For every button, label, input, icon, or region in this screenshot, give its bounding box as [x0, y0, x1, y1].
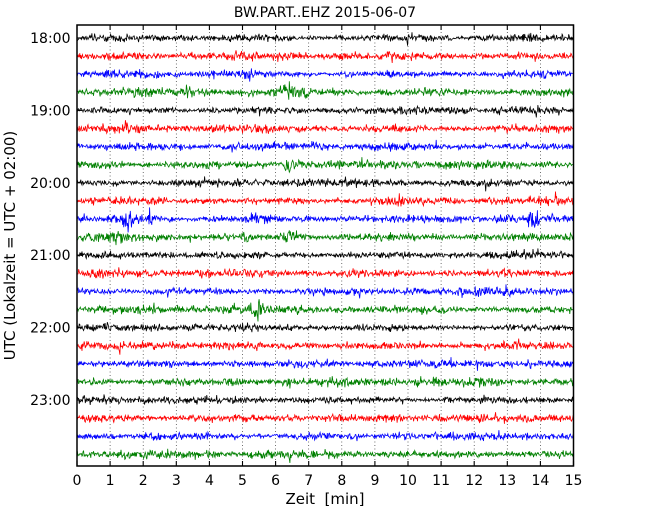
trace-2230	[77, 357, 574, 371]
x-tick-label: 15	[565, 473, 583, 489]
trace-2045	[77, 230, 574, 246]
x-tick-label: 1	[106, 473, 115, 489]
trace-2215	[77, 338, 574, 355]
axes-frame	[76, 24, 575, 467]
x-tick-label: 2	[139, 473, 148, 489]
x-tick-label: 8	[337, 473, 346, 489]
trace-2145	[77, 299, 574, 322]
trace-1800	[77, 32, 574, 46]
trace-1845	[77, 81, 574, 100]
trace-2245	[77, 376, 574, 389]
x-tick-label: 9	[370, 473, 379, 489]
trace-2015	[77, 191, 574, 208]
waveform-traces	[77, 32, 574, 464]
trace-2000	[77, 176, 574, 192]
x-tick-label: 7	[304, 473, 313, 489]
trace-2300	[77, 394, 574, 405]
trace-2200	[77, 321, 574, 333]
minute-gridlines	[109, 25, 541, 466]
trace-1915	[77, 120, 574, 135]
hour-tick-label: 22:00	[30, 321, 70, 337]
x-tick-label: 6	[271, 473, 280, 489]
x-tick-label: 13	[498, 473, 516, 489]
x-tick-labels: 0 1 2 3 4 5 6 7 8 9 10 11 12 13 14 15	[73, 473, 583, 489]
x-tick-label: 11	[432, 473, 450, 489]
y-tick-labels: 18:00 19:00 20:00 21:00 22:00 23:00	[30, 31, 70, 409]
trace-2100	[77, 248, 574, 260]
trace-2130	[77, 284, 574, 299]
trace-1815	[77, 50, 574, 64]
trace-1945	[77, 157, 574, 174]
trace-1830	[77, 68, 574, 82]
trace-2115	[77, 267, 574, 279]
x-tick-label: 0	[73, 473, 82, 489]
hour-tick-label: 18:00	[30, 31, 70, 47]
trace-2030	[77, 207, 574, 233]
hour-tick-label: 20:00	[30, 176, 70, 192]
x-tick-label: 5	[238, 473, 247, 489]
x-axis-label: Zeit [min]	[285, 490, 364, 508]
x-tick-label: 14	[531, 473, 549, 489]
hour-tick-label: 23:00	[30, 393, 70, 409]
plot-border	[76, 24, 575, 467]
trace-1930	[77, 139, 574, 153]
trace-2330	[77, 430, 574, 442]
x-tick-label: 12	[465, 473, 483, 489]
plot-title: BW.PART..EHZ 2015-06-07	[234, 5, 416, 21]
hour-tick-label: 21:00	[30, 248, 70, 264]
x-tick-label: 10	[399, 473, 417, 489]
trace-1900	[77, 104, 574, 118]
hour-tick-label: 19:00	[30, 103, 70, 119]
x-tick-label: 4	[205, 473, 214, 489]
y-axis-label: UTC (Lokalzeit = UTC + 02:00)	[1, 131, 19, 361]
x-tick-label: 3	[172, 473, 181, 489]
trace-2315	[77, 412, 574, 424]
trace-2345	[77, 448, 574, 464]
